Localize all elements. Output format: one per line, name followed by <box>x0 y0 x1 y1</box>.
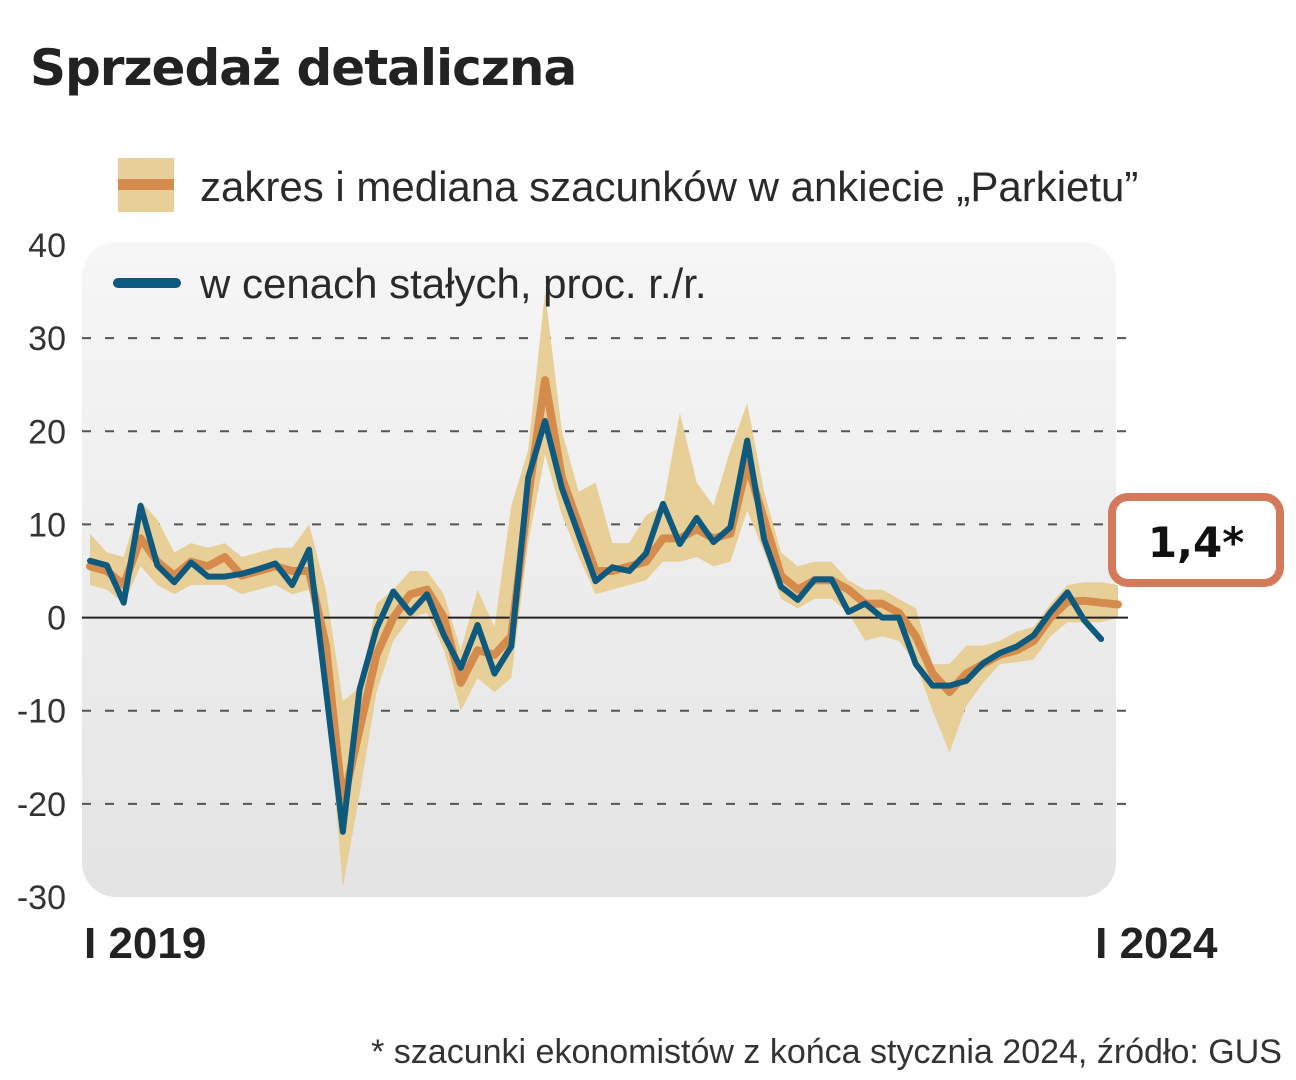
y-tick-label: 30 <box>28 320 66 358</box>
y-tick-label: 10 <box>28 506 66 544</box>
y-tick-label: 40 <box>28 227 66 265</box>
footnote: * szacunki ekonomistów z końca stycznia … <box>371 1033 1282 1071</box>
y-tick-label: -10 <box>17 693 66 731</box>
actual-sales-line <box>87 418 1105 835</box>
callout-box <box>1108 493 1284 587</box>
y-axis-ticks: 40 30 20 10 0 -10 -20 -30 <box>17 227 66 917</box>
y-tick-label: 0 <box>47 600 66 638</box>
callout-value: 1,4* <box>1148 518 1244 567</box>
legend-median-swatch <box>118 179 174 190</box>
x-axis-ticks: I 2019 I 2024 <box>84 919 1218 968</box>
estimate-range-band <box>90 291 1118 888</box>
x-tick-label: I 2019 <box>84 919 206 968</box>
x-tick-label: I 2024 <box>1095 919 1218 968</box>
y-tick-label: -20 <box>17 786 66 824</box>
legend-estimates-label: zakres i mediana szacunków w ankiecie „P… <box>200 163 1138 210</box>
legend: zakres i mediana szacunków w ankiecie „P… <box>113 158 1138 307</box>
legend-actual-label: w cenach stałych, proc. r./r. <box>199 260 707 307</box>
y-tick-label: -30 <box>17 879 66 917</box>
value-callout: 1,4* <box>1108 493 1284 587</box>
chart-title: Sprzedaż detaliczna <box>30 39 576 97</box>
y-tick-label: 20 <box>28 413 66 451</box>
